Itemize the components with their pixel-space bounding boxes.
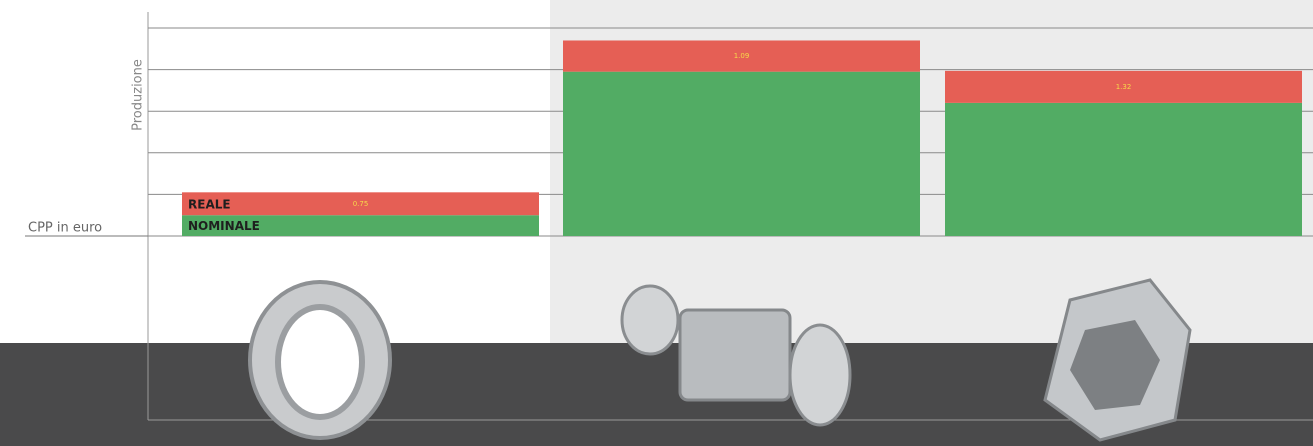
cpp-label: 1.09 bbox=[734, 52, 750, 60]
bar-segment bbox=[563, 72, 920, 236]
part-ring-hole bbox=[278, 307, 362, 417]
baseline-label: CPP in euro bbox=[28, 221, 102, 236]
part-flange-left bbox=[622, 286, 678, 354]
cpp-label: 1.32 bbox=[1116, 83, 1132, 91]
cpp-label: 0.75 bbox=[353, 200, 369, 208]
part-flange-right bbox=[790, 325, 850, 425]
bar-segment bbox=[945, 103, 1302, 236]
part-housing bbox=[680, 310, 790, 400]
y-axis-label: Produzione bbox=[131, 59, 146, 131]
legend-label: REALE bbox=[188, 197, 231, 211]
chart: CPP in euro Produzione NOMINALE 0.75 REALE… bbox=[0, 0, 1313, 446]
legend-label: NOMINALE bbox=[188, 219, 260, 233]
